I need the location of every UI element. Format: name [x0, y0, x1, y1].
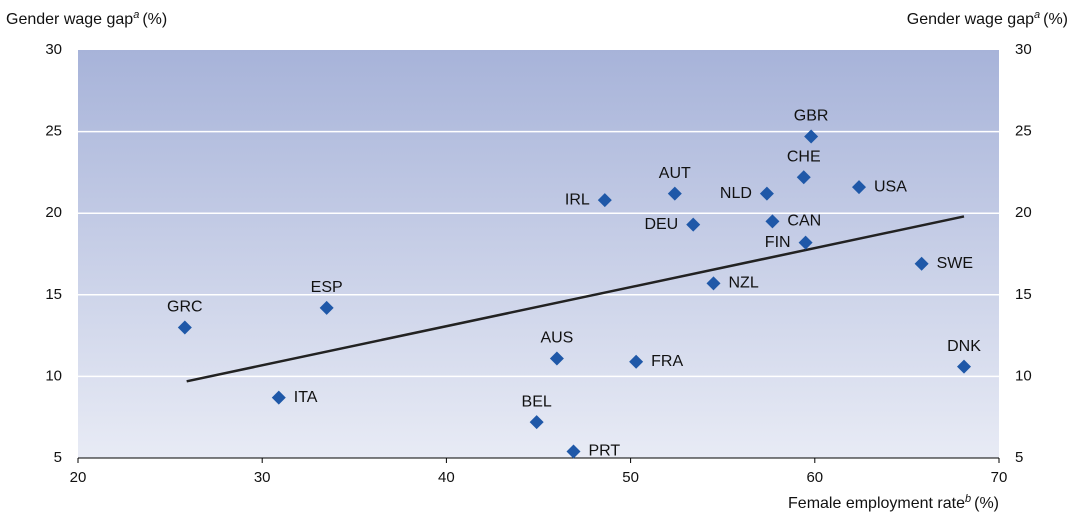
point-label: FIN: [765, 234, 791, 251]
y-tick-label: 25: [45, 123, 62, 140]
y2-axis-title: Gender wage gapa (%): [907, 9, 1068, 28]
point-label: AUT: [659, 165, 691, 182]
y-tick-label: 15: [45, 286, 62, 303]
point-label: IRL: [565, 191, 590, 208]
x-axis-title: Female employment rateb (%): [788, 493, 999, 512]
point: [798, 235, 813, 250]
point-label: GBR: [794, 108, 829, 125]
y2-tick-label: 25: [1015, 123, 1032, 140]
point: [804, 129, 819, 144]
x-tick-label: 70: [991, 469, 1008, 486]
point: [566, 444, 581, 459]
point: [759, 186, 774, 201]
y-tick-label: 30: [45, 41, 62, 58]
point-label: CHE: [787, 149, 821, 166]
point: [629, 354, 644, 369]
point: [597, 193, 612, 208]
x-tick-label: 30: [254, 469, 271, 486]
point-label: AUS: [540, 330, 573, 347]
point: [529, 415, 544, 430]
y-tick-label: 5: [54, 449, 62, 466]
point-label: ITA: [294, 389, 318, 406]
point-label: USA: [874, 178, 907, 195]
y2-tick-label: 30: [1015, 41, 1032, 58]
x-tick-label: 40: [438, 469, 455, 486]
point-label: CAN: [787, 213, 821, 230]
point: [686, 217, 701, 232]
point-label: GRC: [167, 299, 203, 316]
point-label: SWE: [937, 255, 973, 272]
x-tick-label: 20: [70, 469, 87, 486]
y2-tick-label: 10: [1015, 367, 1032, 384]
point-label: DNK: [947, 338, 981, 355]
point: [957, 359, 972, 374]
x-tick-label: 60: [806, 469, 823, 486]
y2-tick-label: 15: [1015, 286, 1032, 303]
point: [852, 180, 867, 195]
point-label: DEU: [644, 216, 678, 233]
point: [706, 276, 721, 291]
point-label: FRA: [651, 353, 683, 370]
point-label: BEL: [522, 393, 552, 410]
y2-tick-label: 5: [1015, 449, 1023, 466]
point: [796, 170, 811, 185]
plot-area: [78, 50, 999, 458]
y-axis-title: Gender wage gapa (%): [6, 9, 167, 28]
point: [319, 300, 334, 315]
y-tick-label: 10: [45, 367, 62, 384]
y2-tick-label: 20: [1015, 204, 1032, 221]
point-label: ESP: [311, 279, 343, 296]
point: [765, 214, 780, 229]
point: [271, 390, 286, 405]
point: [177, 320, 192, 335]
point-label: NZL: [728, 275, 758, 292]
trend-line: [186, 215, 965, 383]
point: [549, 351, 564, 366]
y-tick-label: 20: [45, 204, 62, 221]
point-label: NLD: [720, 185, 752, 202]
point-label: PRT: [588, 443, 620, 460]
point: [914, 256, 929, 271]
point: [667, 186, 682, 201]
x-tick-label: 50: [622, 469, 639, 486]
